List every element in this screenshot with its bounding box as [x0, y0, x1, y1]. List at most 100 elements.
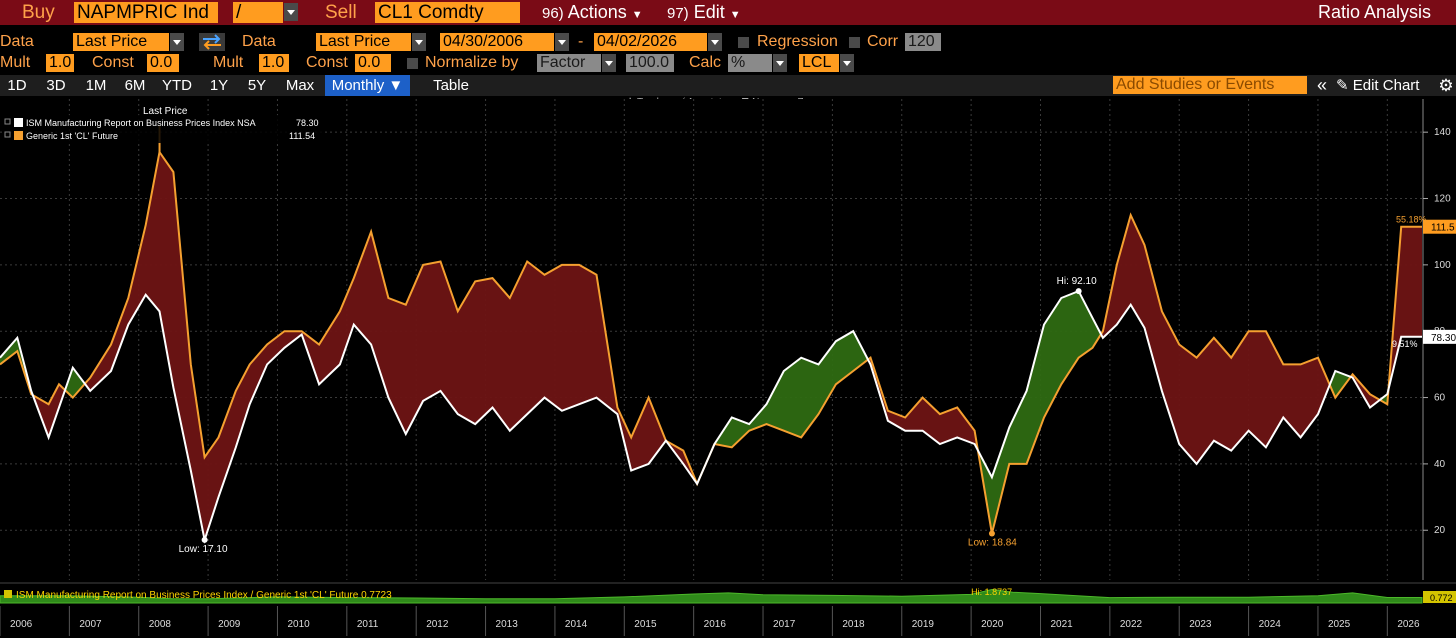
spread-fill-below	[0, 337, 33, 396]
actions-caret-icon: ▼	[631, 9, 643, 21]
currency-dropdown-icon[interactable]	[840, 54, 854, 72]
legend-header: Last Price	[143, 106, 188, 117]
calc-dropdown-icon[interactable]	[773, 54, 787, 72]
table-button[interactable]: Table	[433, 77, 469, 94]
x-tick-label: 2014	[565, 619, 588, 630]
page-title: Ratio Analysis	[1318, 2, 1432, 22]
normalize-field[interactable]: Factor	[537, 54, 601, 72]
const2-label: Const	[306, 54, 348, 71]
legend-background	[2, 115, 322, 143]
legend-swatch-ism	[14, 118, 23, 127]
x-tick-label: 2008	[149, 619, 172, 630]
x-tick-label: 2018	[842, 619, 865, 630]
range-ytd[interactable]: YTD	[162, 77, 192, 94]
series-line-layer	[0, 149, 1422, 544]
end-date-field[interactable]: 04/02/2026	[594, 33, 707, 51]
x-tick-label: 2013	[496, 619, 519, 630]
legend-label-oil: Generic 1st 'CL' Future	[26, 131, 118, 141]
x-tick-label: 2006	[10, 619, 33, 630]
legend-value-ism: 78.30	[296, 118, 319, 128]
data2-label: Data	[242, 33, 276, 50]
date-separator: -	[578, 33, 584, 50]
normalize-checkbox[interactable]	[407, 58, 418, 69]
mult1-label: Mult	[0, 54, 31, 71]
regression-checkbox[interactable]	[738, 37, 749, 48]
add-studies-input[interactable]: Add Studies or Events	[1113, 76, 1307, 94]
spread-fill-layer	[0, 152, 1422, 540]
edit-menu[interactable]: 97) Edit ▼	[667, 2, 741, 23]
x-tick-label: 2026	[1397, 619, 1420, 630]
range-1m[interactable]: 1M	[85, 77, 107, 94]
const1-field[interactable]: 0.0	[147, 54, 179, 72]
start-calendar-icon[interactable]	[555, 33, 569, 51]
range-5y[interactable]: 5Y	[247, 77, 267, 94]
edit-menu-number: 97)	[667, 5, 689, 22]
collapse-icon[interactable]: «	[1316, 75, 1327, 95]
x-axis: 2006 2007 2008 2009 2010 2011 2012 2013 2014 2015…	[0, 606, 1456, 638]
corr-checkbox[interactable]	[849, 37, 860, 48]
range-1d[interactable]: 1D	[7, 77, 27, 94]
spread-fill-below	[1329, 371, 1351, 398]
operator-field[interactable]: /	[233, 2, 283, 23]
spread-fill-below	[977, 291, 1101, 534]
legend-expand-icon	[4, 131, 11, 138]
swap-icon[interactable]	[199, 33, 225, 51]
ratio-panel: ISM Manufacturing Report on Business Pri…	[0, 582, 1456, 604]
gear-icon[interactable]: ⚙	[1438, 76, 1454, 95]
corr-window-field[interactable]: 120	[905, 33, 941, 51]
data1-dropdown-icon[interactable]	[170, 33, 184, 51]
low-oil-marker	[988, 530, 995, 537]
x-axis-band	[0, 608, 1456, 638]
x-tick-label: 2007	[79, 619, 102, 630]
const1-label: Const	[92, 54, 134, 71]
oil-last-value-tag	[1423, 219, 1456, 234]
y-tick-label: 120	[1434, 194, 1451, 205]
buy-label: Buy	[22, 2, 55, 23]
x-tick-label: 2015	[634, 619, 657, 630]
range-3d[interactable]: 3D	[46, 77, 66, 94]
factor-field[interactable]: 100.0	[626, 54, 674, 72]
data2-field[interactable]: Last Price	[316, 33, 411, 51]
currency-field[interactable]: LCL	[799, 54, 839, 72]
start-date-field[interactable]: 04/30/2006	[440, 33, 554, 51]
mult2-label: Mult	[213, 54, 244, 71]
ratio-chart[interactable]: 20406080100120140111.578.30 ISM Manufact…	[0, 96, 1456, 638]
data1-field[interactable]: Last Price	[73, 33, 169, 51]
regression-label: Regression	[757, 33, 838, 50]
const2-field[interactable]: 0.0	[355, 54, 391, 72]
low-ism-marker	[201, 536, 208, 543]
operator-dropdown-icon[interactable]	[284, 3, 298, 21]
legend-label-ism: ISM Manufacturing Report on Business Pri…	[26, 118, 256, 128]
y-tick-label: 20	[1434, 525, 1446, 536]
legend-expand-icon	[4, 118, 11, 125]
normalize-dropdown-icon[interactable]	[602, 54, 616, 72]
calc-field[interactable]: %	[728, 54, 772, 72]
calc-label: Calc	[689, 54, 722, 71]
legend-swatch-oil	[14, 131, 23, 140]
spread-fill-above	[1388, 226, 1422, 390]
y-tick-label: 40	[1434, 459, 1446, 470]
end-calendar-icon[interactable]	[708, 33, 722, 51]
spread-fill-above	[84, 152, 715, 540]
period-dropdown[interactable]: Monthly ▼	[325, 75, 410, 96]
mult2-field[interactable]: 1.0	[259, 54, 289, 72]
edit-chart-button[interactable]: ✎ Edit Chart	[1336, 75, 1434, 96]
range-max[interactable]: Max	[285, 77, 315, 94]
ratio-hi-label: Hi: 1.8737	[971, 587, 1012, 597]
pencil-icon: ✎	[1336, 77, 1353, 94]
y-tick-label: 100	[1434, 260, 1451, 271]
low-oil-label: Low: 18.84	[968, 538, 1017, 549]
range-1y[interactable]: 1Y	[209, 77, 229, 94]
mult1-field[interactable]: 1.0	[46, 54, 74, 72]
x-tick-label: 2023	[1189, 619, 1212, 630]
edit-chart-label: Edit Chart	[1352, 77, 1420, 94]
range-6m[interactable]: 6M	[124, 77, 146, 94]
ratio-last-value-tag	[1423, 591, 1456, 603]
y-tick-label: 60	[1434, 393, 1446, 404]
data2-dropdown-icon[interactable]	[412, 33, 426, 51]
ism-last-value-label: 78.30	[1431, 333, 1456, 344]
sell-ticker-field[interactable]: CL1 Comdty	[375, 2, 520, 23]
actions-menu[interactable]: 96) Actions ▼	[542, 2, 643, 23]
buy-ticker-field[interactable]: NAPMPRIC Ind	[74, 2, 218, 23]
spread-fill-above	[868, 357, 978, 451]
